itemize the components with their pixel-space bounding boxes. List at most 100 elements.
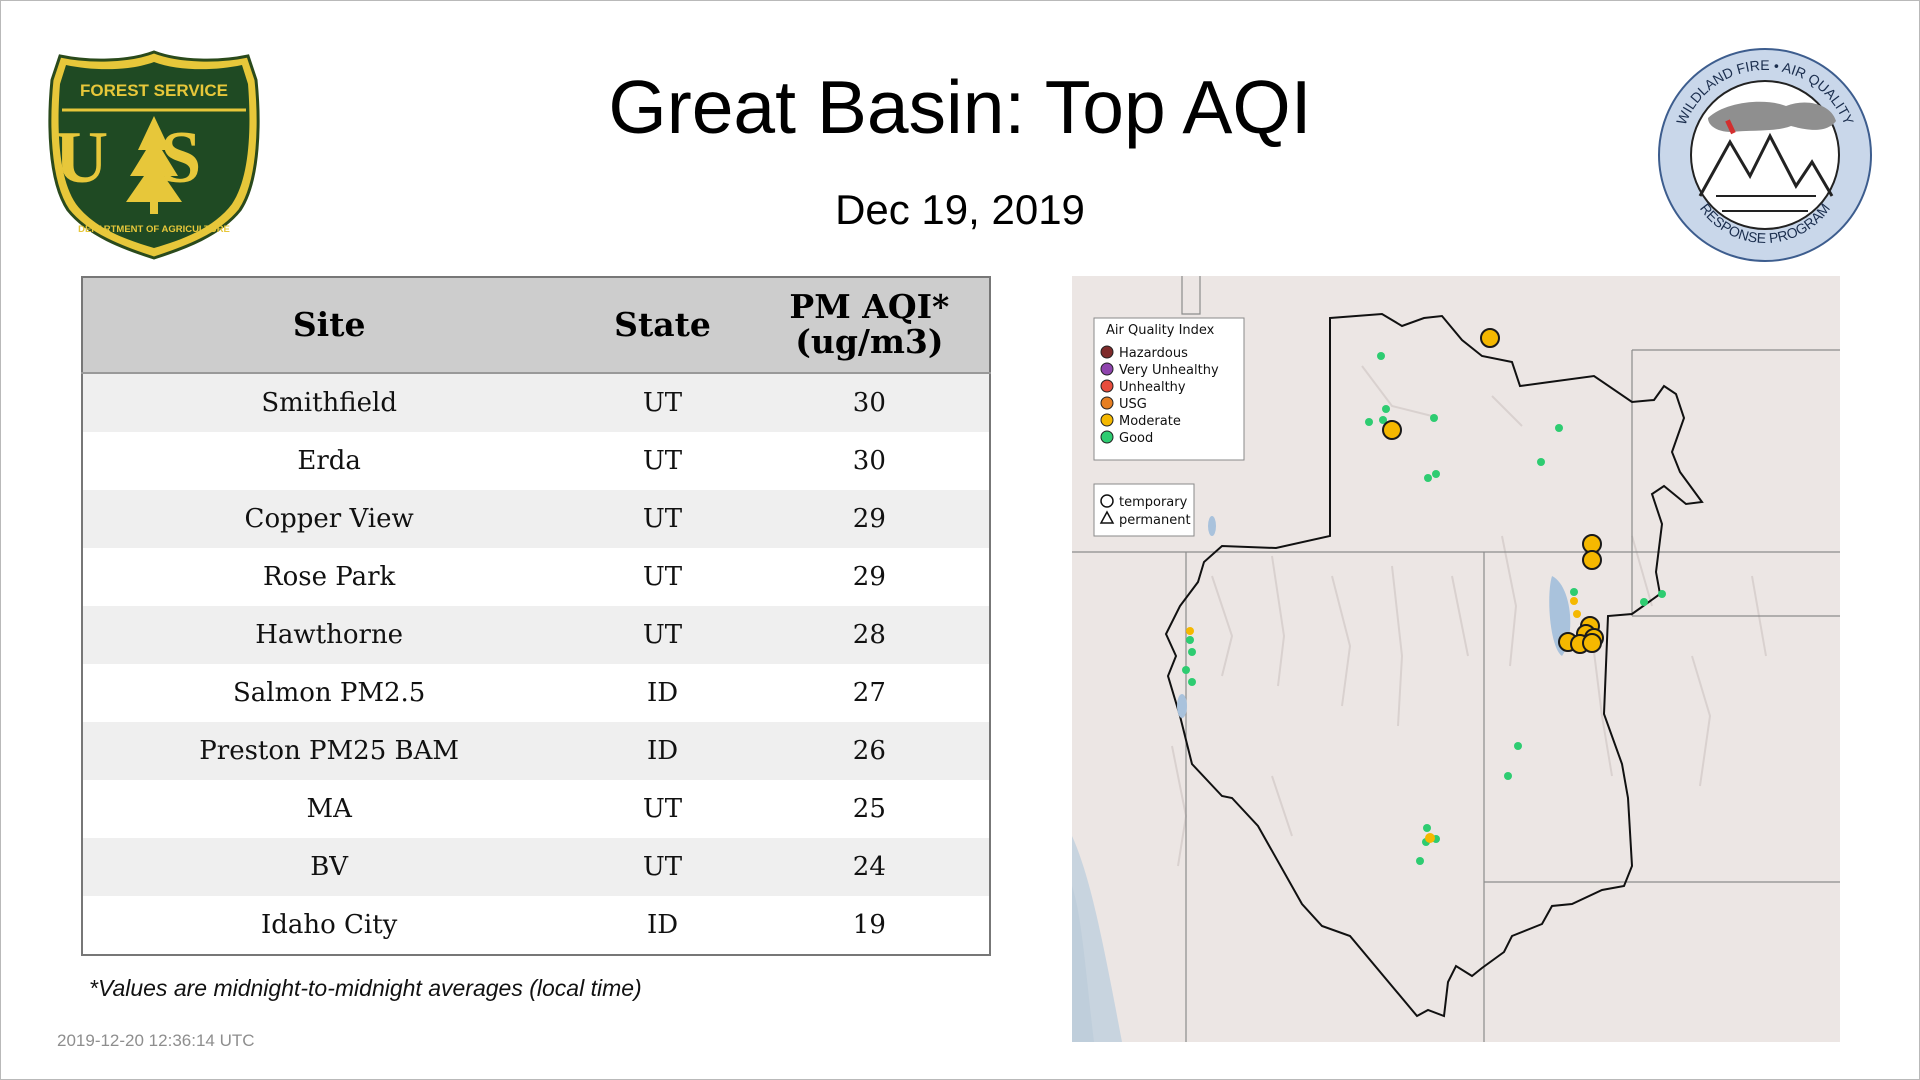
legend-label-very-unhealthy: Very Unhealthy bbox=[1119, 363, 1219, 378]
state-cell: UT bbox=[575, 373, 750, 432]
good-site-marker bbox=[1570, 588, 1578, 596]
state-cell: UT bbox=[575, 548, 750, 606]
good-site-marker bbox=[1186, 636, 1194, 644]
table-row: MA UT 25 bbox=[82, 780, 990, 838]
logo-top-text: FOREST SERVICE bbox=[80, 81, 228, 100]
footnote: *Values are midnight-to-midnight average… bbox=[89, 975, 642, 1001]
table-row: Rose Park UT 29 bbox=[82, 548, 990, 606]
usg-swatch bbox=[1100, 396, 1114, 410]
pm-aqi-cell: 30 bbox=[749, 373, 990, 432]
good-site-marker bbox=[1377, 352, 1385, 360]
forest-service-shield-icon: FOREST SERVICE US DEPARTMENT OF AGRICULT… bbox=[48, 50, 260, 260]
good-site-marker bbox=[1430, 414, 1438, 422]
good-site-marker bbox=[1504, 772, 1512, 780]
state-cell: UT bbox=[575, 606, 750, 664]
site-cell: MA bbox=[82, 780, 576, 838]
good-site-marker bbox=[1555, 424, 1563, 432]
moderate-top-marker bbox=[1582, 550, 1602, 570]
legend-label-temporary: temporary bbox=[1119, 495, 1188, 510]
table-row: Smithfield UT 30 bbox=[82, 373, 990, 432]
moderate-top-marker bbox=[1582, 633, 1602, 653]
state-cell: UT bbox=[575, 780, 750, 838]
good-site-marker bbox=[1423, 824, 1431, 832]
hazardous-swatch bbox=[1100, 345, 1114, 359]
table-row: Salmon PM2.5 ID 27 bbox=[82, 664, 990, 722]
page-title: Great Basin: Top AQI bbox=[608, 65, 1312, 149]
good-site-marker bbox=[1382, 405, 1390, 413]
state-cell: ID bbox=[575, 664, 750, 722]
moderate-swatch bbox=[1100, 413, 1114, 427]
good-site-marker bbox=[1379, 416, 1387, 424]
site-cell: Copper View bbox=[82, 490, 576, 548]
good-site-marker bbox=[1514, 742, 1522, 750]
legend-label-permanent: permanent bbox=[1119, 513, 1191, 528]
moderate-site-marker bbox=[1186, 627, 1194, 635]
legend-label-moderate: Moderate bbox=[1119, 414, 1181, 429]
table-row: BV UT 24 bbox=[82, 838, 990, 896]
pm-header-line2: (ug/m3) bbox=[795, 322, 944, 361]
state-cell: UT bbox=[575, 838, 750, 896]
very-unhealthy-swatch bbox=[1100, 362, 1114, 376]
good-site-marker bbox=[1188, 678, 1196, 686]
pm-aqi-cell: 27 bbox=[749, 664, 990, 722]
state-cell: ID bbox=[575, 896, 750, 955]
site-cell: Idaho City bbox=[82, 896, 576, 955]
moderate-small-sites bbox=[1186, 597, 1581, 843]
pm-aqi-cell: 25 bbox=[749, 780, 990, 838]
aqi-map: Air Quality Index Hazardous Very Unhealt… bbox=[1072, 276, 1840, 1042]
pm-aqi-cell: 24 bbox=[749, 838, 990, 896]
moderate-site-marker bbox=[1570, 597, 1578, 605]
table-header-row: Site State PM AQI* (ug/m3) bbox=[82, 277, 990, 374]
legend-label-unhealthy: Unhealthy bbox=[1119, 380, 1186, 395]
table-row: Preston PM25 BAM ID 26 bbox=[82, 722, 990, 780]
moderate-top-marker bbox=[1382, 420, 1402, 440]
legend-label-good: Good bbox=[1119, 431, 1153, 446]
column-header-state: State bbox=[575, 277, 750, 374]
good-site-marker bbox=[1658, 590, 1666, 598]
legend-label-hazardous: Hazardous bbox=[1119, 346, 1188, 361]
pm-aqi-cell: 28 bbox=[749, 606, 990, 664]
good-site-marker bbox=[1537, 458, 1545, 466]
state-cell: UT bbox=[575, 432, 750, 490]
site-cell: BV bbox=[82, 838, 576, 896]
pm-aqi-cell: 26 bbox=[749, 722, 990, 780]
site-cell: Rose Park bbox=[82, 548, 576, 606]
logo-bottom-text: DEPARTMENT OF AGRICULTURE bbox=[78, 224, 230, 235]
table-row: Hawthorne UT 28 bbox=[82, 606, 990, 664]
pm-aqi-cell: 29 bbox=[749, 548, 990, 606]
good-site-marker bbox=[1640, 598, 1648, 606]
top-aqi-table: Site State PM AQI* (ug/m3) Smithfield UT… bbox=[81, 276, 991, 956]
moderate-top-marker bbox=[1480, 328, 1500, 348]
pm-aqi-cell: 30 bbox=[749, 432, 990, 490]
site-type-legend: temporary permanent bbox=[1093, 483, 1195, 537]
legend-label-usg: USG bbox=[1119, 397, 1147, 412]
good-site-marker bbox=[1432, 470, 1440, 478]
good-site-marker bbox=[1188, 648, 1196, 656]
good-site-marker bbox=[1182, 666, 1190, 674]
good-site-marker bbox=[1424, 474, 1432, 482]
pm-header-line1: PM AQI* bbox=[789, 287, 950, 327]
column-header-pm-aqi: PM AQI* (ug/m3) bbox=[749, 277, 990, 374]
good-site-marker bbox=[1365, 418, 1373, 426]
aqi-legend: Air Quality Index Hazardous Very Unhealt… bbox=[1093, 317, 1245, 461]
moderate-top-sites bbox=[1382, 328, 1604, 654]
table-row: Erda UT 30 bbox=[82, 432, 990, 490]
wildland-fire-air-quality-icon: WILDLAND FIRE • AIR QUALITY RESPONSE PRO… bbox=[1658, 48, 1872, 262]
great-basin-boundary bbox=[1164, 312, 1704, 1018]
triangle-icon bbox=[1099, 510, 1115, 524]
table-row: Idaho City ID 19 bbox=[82, 896, 990, 955]
site-cell: Preston PM25 BAM bbox=[82, 722, 576, 780]
column-header-site: Site bbox=[82, 277, 576, 374]
state-cell: ID bbox=[575, 722, 750, 780]
good-site-marker bbox=[1416, 857, 1424, 865]
good-swatch bbox=[1100, 430, 1114, 444]
site-cell: Salmon PM2.5 bbox=[82, 664, 576, 722]
pm-aqi-cell: 29 bbox=[749, 490, 990, 548]
unhealthy-swatch bbox=[1100, 379, 1114, 393]
state-cell: UT bbox=[575, 490, 750, 548]
table-row: Copper View UT 29 bbox=[82, 490, 990, 548]
moderate-site-marker bbox=[1425, 833, 1435, 843]
pm-aqi-cell: 19 bbox=[749, 896, 990, 955]
report-date: Dec 19, 2019 bbox=[835, 186, 1085, 233]
circle-icon bbox=[1100, 494, 1114, 508]
